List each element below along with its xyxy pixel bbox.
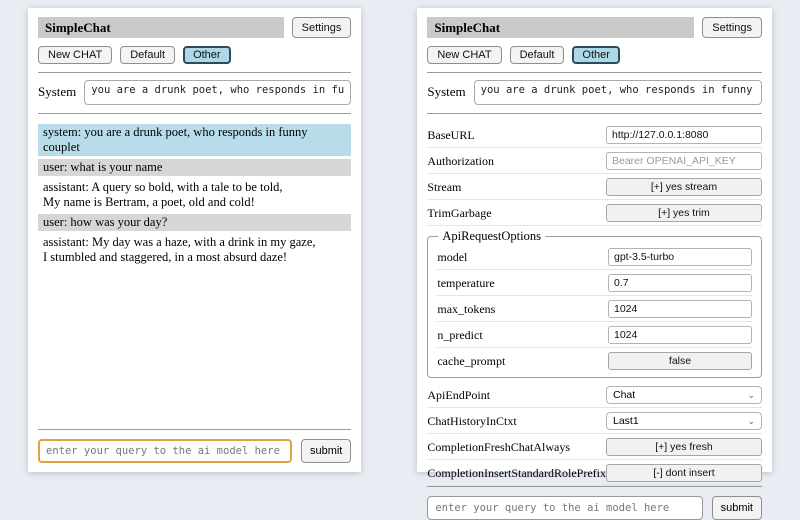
chat-message-assistant: assistant: My day was a haze, with a dri… [43, 235, 316, 264]
n-predict-label: n_predict [437, 327, 483, 342]
baseurl-input[interactable] [606, 126, 762, 144]
completion-fresh-label: CompletionFreshChatAlways [427, 439, 571, 454]
setting-row-cache-prompt: cache_prompt false [437, 348, 752, 373]
query-input[interactable] [38, 439, 292, 463]
system-prompt-row: System [38, 80, 352, 105]
query-input[interactable] [427, 496, 703, 520]
api-request-options-legend: ApiRequestOptions [442, 229, 541, 243]
session-tab-default[interactable]: Default [509, 46, 565, 64]
chat-message-system: system: you are a drunk poet, who respon… [38, 124, 352, 156]
system-prompt-input[interactable] [473, 80, 762, 105]
completion-insert-label: CompletionInsertStandardRolePrefix [427, 465, 606, 480]
system-prompt-label: System [427, 84, 466, 99]
authorization-label: Authorization [427, 153, 495, 168]
app: SimpleChat Settings New CHAT Default Oth… [28, 8, 772, 520]
submit-button[interactable]: submit [300, 439, 352, 463]
trimgarbage-label: TrimGarbage [427, 205, 492, 220]
setting-row-completion-insert: CompletionInsertStandardRolePrefix [-] d… [427, 460, 762, 486]
setting-row-n-predict: n_predict [437, 322, 752, 348]
app-title: SimpleChat [427, 17, 695, 38]
new-chat-button[interactable]: New CHAT [38, 46, 113, 64]
baseurl-label: BaseURL [427, 127, 475, 142]
temperature-input[interactable] [608, 274, 752, 292]
stream-label: Stream [427, 179, 462, 194]
divider [38, 72, 352, 73]
session-tab-other[interactable]: Other [572, 46, 620, 64]
divider [38, 429, 352, 430]
api-endpoint-selected-value: Chat [613, 389, 636, 401]
setting-row-model: model [437, 244, 752, 270]
completion-insert-toggle-button[interactable]: [-] dont insert [606, 464, 762, 482]
query-bar: submit [38, 439, 352, 463]
authorization-input[interactable] [606, 152, 762, 170]
chevron-down-icon: ⌄ [747, 415, 755, 426]
settings-panel: SimpleChat Settings New CHAT Default Oth… [417, 8, 772, 520]
trimgarbage-toggle-button[interactable]: [+] yes trim [606, 204, 762, 222]
max-tokens-input[interactable] [608, 300, 752, 318]
setting-row-temperature: temperature [437, 270, 752, 296]
settings-form: BaseURL Authorization Stream [+] yes str… [427, 122, 762, 486]
model-input[interactable] [608, 248, 752, 266]
system-prompt-input[interactable] [84, 80, 352, 105]
session-toolbar: New CHAT Default Other [427, 46, 762, 64]
stream-toggle-button[interactable]: [+] yes stream [606, 178, 762, 196]
cache-prompt-label: cache_prompt [437, 353, 506, 368]
max-tokens-label: max_tokens [437, 301, 496, 316]
api-request-options-fieldset: ApiRequestOptions model temperature max_… [427, 229, 762, 378]
chevron-down-icon: ⌄ [747, 389, 755, 400]
session-tab-default[interactable]: Default [120, 46, 176, 64]
setting-row-stream: Stream [+] yes stream [427, 174, 762, 200]
chat-panel: SimpleChat Settings New CHAT Default Oth… [28, 8, 362, 472]
divider [427, 72, 762, 73]
chat-panel-header: SimpleChat Settings [38, 17, 352, 38]
n-predict-input[interactable] [608, 326, 752, 344]
session-toolbar: New CHAT Default Other [38, 46, 351, 64]
settings-button[interactable]: Settings [291, 17, 352, 38]
divider [38, 113, 352, 114]
setting-row-completion-fresh: CompletionFreshChatAlways [+] yes fresh [427, 434, 762, 460]
system-prompt-label: System [38, 84, 77, 99]
new-chat-button[interactable]: New CHAT [427, 46, 502, 64]
submit-button[interactable]: submit [711, 496, 762, 520]
api-endpoint-label: ApiEndPoint [427, 387, 491, 402]
setting-row-chat-history: ChatHistoryInCtxt Last1 ⌄ [427, 408, 762, 434]
setting-row-api-endpoint: ApiEndPoint Chat ⌄ [427, 382, 762, 408]
settings-button[interactable]: Settings [702, 17, 762, 38]
divider [427, 486, 762, 487]
setting-row-authorization: Authorization [427, 148, 762, 174]
system-prompt-row: System [427, 80, 762, 105]
query-bar: submit [427, 496, 762, 520]
chat-message-user: user: how was your day? [38, 214, 352, 231]
temperature-label: temperature [437, 275, 495, 290]
chat-history-selected-value: Last1 [613, 415, 639, 427]
setting-row-max-tokens: max_tokens [437, 296, 752, 322]
completion-fresh-toggle-button[interactable]: [+] yes fresh [606, 438, 762, 456]
chat-message-user: user: what is your name [38, 159, 352, 176]
settings-panel-header: SimpleChat Settings [427, 17, 762, 38]
chat-message-assistant: assistant: A query so bold, with a tale … [43, 180, 283, 209]
app-title: SimpleChat [38, 17, 284, 38]
chat-history-select[interactable]: Last1 ⌄ [606, 412, 762, 430]
model-label: model [437, 249, 468, 264]
chat-history-label: ChatHistoryInCtxt [427, 413, 517, 428]
chat-message-list: system: you are a drunk poet, who respon… [38, 124, 352, 269]
setting-row-baseurl: BaseURL [427, 122, 762, 148]
setting-row-trimgarbage: TrimGarbage [+] yes trim [427, 200, 762, 226]
cache-prompt-toggle-button[interactable]: false [608, 352, 752, 370]
divider [427, 113, 762, 114]
api-endpoint-select[interactable]: Chat ⌄ [606, 386, 762, 404]
session-tab-other[interactable]: Other [183, 46, 231, 64]
